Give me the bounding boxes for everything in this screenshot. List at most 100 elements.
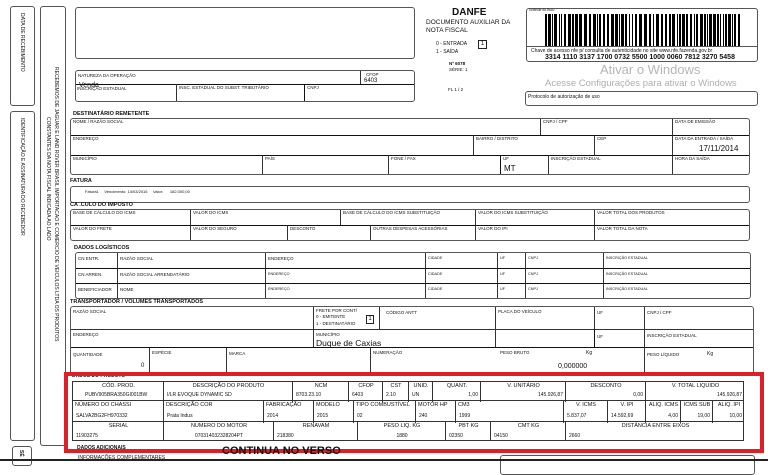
barcode-bar	[656, 14, 659, 46]
especie-label: ESPÉCIE	[152, 350, 172, 355]
chave-acesso-value[interactable]: 3314 1110 3137 1700 0732 5500 1000 0060 …	[545, 54, 735, 61]
produto-field-value: 6403	[352, 392, 364, 398]
assinatura-label: IDENTIFICAÇÃO E ASSINATURA DO RECEBEDOR	[19, 118, 25, 236]
data-emissao-label: DATA DE EMISSÃO	[675, 119, 716, 124]
produto-cell: DESCONTO 0,00	[565, 382, 646, 402]
barcode-bar	[677, 14, 678, 46]
barcode-bar	[679, 14, 681, 46]
barcode-bar	[728, 14, 731, 46]
folha: FL 1 / 2	[448, 87, 464, 92]
logistica-label: ENDEREÇO	[268, 271, 290, 276]
produto-field-value: 11903275	[76, 433, 98, 439]
logistica-cell: UF	[497, 253, 526, 269]
produto-cell: SERIAL 11903275	[73, 421, 164, 440]
produto-field-label: V. UNITÁRIO	[507, 383, 540, 389]
produto-field-label: CFOP	[358, 383, 374, 389]
produto-field-value: 218380	[277, 433, 294, 439]
municipio-label: MUNICÍPIO	[73, 156, 97, 161]
produto-field-label: DESCRIÇÃO DO PRODUTO	[192, 383, 265, 389]
produto-field-label: MODELO	[316, 402, 340, 408]
produto-table: CÓD. PROD. PUBV905BRA350GI001BW DESCRIÇÃO …	[72, 381, 744, 441]
produto-cell: V. IPI 14.592,69	[607, 400, 646, 423]
logistica-label: UF	[500, 287, 506, 291]
barcode-bar	[635, 14, 637, 46]
barcode-bar	[632, 14, 633, 46]
valor-icms-st-label: VALOR DO ICMS SUBSTITUIÇÃO	[478, 210, 548, 215]
transp-municipio-value: Duque de Caxias	[316, 338, 382, 348]
produto-field-label: PBT KG	[458, 423, 479, 429]
desconto-label: DESCONTO	[290, 226, 316, 231]
bairro-label: BAIRRO / DISTRITO	[476, 136, 518, 141]
barcode-bar	[720, 14, 721, 46]
produto-cell: NUMERO DO MOTOR 070314032328204PT	[163, 421, 274, 440]
logistica-box: CN ENTR. RAZÃO SOCIAL ENDEREÇO CIDADE UF CNPJ…	[75, 252, 751, 299]
data-recebimento-box: DATA DE RECEBIMENTO	[10, 6, 35, 106]
produto-field-label: ICMS SUB	[683, 402, 711, 408]
recebemos-box: RECEBEMOS DE JAGUAR E LAND ROVER BRASIL …	[40, 6, 66, 446]
logistica-label: CIDADE	[428, 287, 443, 291]
produto-field-value: 04150	[494, 433, 508, 439]
logistica-label: RAZÃO SOCIAL ARRENDATÁRIO	[120, 271, 190, 277]
cnpj-label: CNPJ	[307, 85, 319, 90]
chave-label: Chave de acesso nfe p/ consulta de auten…	[531, 48, 713, 54]
logistica-label: CNPJ	[528, 271, 538, 276]
produto-field-value: 240	[419, 413, 428, 419]
destinatario-box: NOME / RAZÃO SOCIAL CNPJ / CPF DATA DE E…	[70, 118, 750, 175]
frete-label-3: 1 - DESTINATÁRIO	[316, 321, 356, 326]
frete-label: VALOR DO FRETE	[73, 226, 112, 231]
produto-cell: CM3 1999	[455, 400, 564, 423]
serie-nota: SÉRIE: 1	[449, 67, 468, 72]
barcode-bar	[597, 14, 598, 46]
data-entrada-label: DATA DA ENTRADA / SAÍDA	[675, 136, 734, 141]
barcode-bar	[564, 14, 566, 46]
barcode-bar	[552, 14, 553, 46]
produto-cell: FABRICAÇÃO 2014	[263, 400, 314, 423]
produto-cell: MODELO 2015	[313, 400, 354, 423]
produto-cell: UNID. UN	[408, 382, 433, 402]
produto-field-label: DISTÂNCIA ENTRE EIXOS	[621, 423, 690, 429]
produto-field-label: CM3	[458, 402, 470, 408]
barcode-bar	[682, 14, 685, 46]
produto-cell: V. TOTAL LIQUIDO 145.926,87	[645, 382, 743, 402]
barcode-bar	[579, 14, 582, 46]
logistica-cell: ENDEREÇO	[265, 283, 426, 298]
barcode-bar	[584, 14, 587, 46]
barcode-bar	[704, 14, 706, 46]
produto-cell: CFOP 6403	[348, 382, 383, 402]
produto-cell: NCM 8703.23.10	[292, 382, 349, 402]
produto-field-value: 2660	[569, 433, 581, 439]
barcode-bar	[700, 14, 703, 46]
logistica-cell: CNPJ	[525, 283, 604, 298]
fatura-text: Fatura1 Vencimento: 14/03/2015 Valor: 18…	[85, 189, 190, 194]
barcode-bar	[639, 14, 642, 46]
recebemos-line2: CONSTANTES DA NOTA FISCAL INDICADA AO LA…	[45, 117, 51, 241]
barcode-bar	[669, 14, 671, 46]
danfe-subtitle-1: DOCUMENTO AUXILIAR DA	[426, 19, 511, 26]
quantidade-value: 0	[141, 363, 145, 369]
numero-nota: Nº 6078	[449, 61, 466, 66]
logistica-label: ENDEREÇO	[268, 256, 294, 261]
cfop-value: 6403	[364, 78, 378, 84]
barcode-bar	[625, 14, 627, 46]
fatura-box: Fatura1 Vencimento: 14/03/2015 Valor: 18…	[70, 186, 750, 203]
produto-field-label: MOTOR HP	[418, 402, 448, 408]
endereco-label: ENDEREÇO	[73, 136, 99, 141]
produto-field-label: NUMERO DO MOTOR	[190, 423, 248, 429]
produto-field-value: 14.592,69	[611, 413, 634, 419]
barcode-bar	[653, 14, 654, 46]
hora-saida-label: HORA DA SAÍDA	[675, 156, 710, 161]
produto-field-value: UN	[412, 392, 420, 398]
logistica-cell: UF	[497, 267, 526, 285]
produto-field-label: V. TOTAL LIQUIDO	[671, 383, 720, 389]
produto-field-value: 02350	[449, 433, 463, 439]
kg-label: Kg	[586, 350, 593, 356]
produto-field-label: RENAVAM	[302, 423, 330, 429]
barcode-bar	[607, 14, 609, 46]
produto-field-label: V. ICMS	[576, 402, 596, 408]
highlight-box	[64, 372, 764, 453]
transportador-title: TRANSPORTADOR / VOLUMES TRANSPORTADOS	[70, 299, 204, 305]
barcode-bar	[603, 14, 605, 46]
barcode-bar	[559, 14, 560, 46]
produto-field-value: 2.10	[386, 392, 396, 398]
logistica-label: RAZÃO SOCIAL	[120, 256, 154, 261]
